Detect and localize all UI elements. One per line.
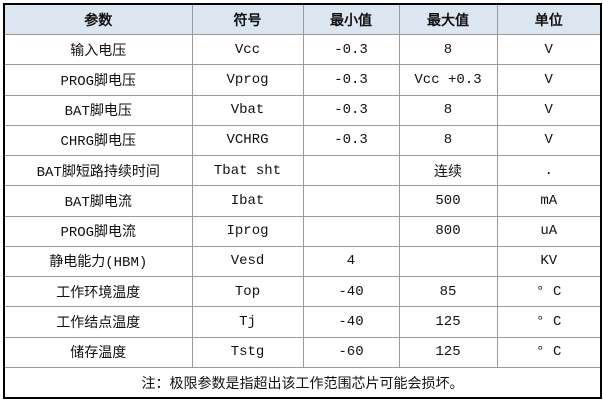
cell-symbol: Vprog [191,64,304,96]
cell-min: -0.3 [302,94,400,126]
table-row: PROG脚电压 Vprog -0.3 Vcc +0.3 V [3,64,602,96]
cell-max: 8 [398,124,498,157]
table-row: BAT脚电压 Vbat -0.3 8 V [3,94,602,126]
header-row: 参数 符号 最小值 最大值 单位 [3,3,602,35]
header-unit: 单位 [496,3,602,35]
cell-max: 800 [398,215,498,247]
cell-min: -40 [302,276,400,308]
cell-unit: KV [496,245,602,278]
cell-min: -0.3 [302,124,400,157]
table-row: BAT脚电流 Ibat 500 mA [3,185,602,217]
cell-max: Vcc +0.3 [398,64,498,96]
table-row: PROG脚电流 Iprog 800 uA [3,215,602,247]
header-symbol: 符号 [191,3,304,35]
cell-unit: uA [496,215,602,247]
cell-max [398,245,498,278]
header-max: 最大值 [398,3,498,35]
cell-min [302,215,400,247]
table-row: CHRG脚电压 VCHRG -0.3 8 V [3,124,602,157]
cell-symbol: Tstg [191,336,304,369]
cell-parameter: BAT脚电流 [3,185,193,217]
cell-unit: V [496,33,602,66]
cell-max: 连续 [398,155,498,187]
cell-unit: V [496,64,602,96]
cell-symbol: Vcc [191,33,304,66]
cell-parameter: 输入电压 [3,33,193,66]
cell-min: -0.3 [302,33,400,66]
table-row: 工作结点温度 Tj -40 125 ° C [3,306,602,338]
cell-unit: . [496,155,602,187]
cell-min: 4 [302,245,400,278]
cell-max: 8 [398,94,498,126]
cell-parameter: 工作环境温度 [3,276,193,308]
cell-unit: V [496,124,602,157]
cell-max: 85 [398,276,498,308]
cell-max: 125 [398,306,498,338]
cell-parameter: BAT脚电压 [3,94,193,126]
table-row: 输入电压 Vcc -0.3 8 V [3,33,602,66]
cell-parameter: 储存温度 [3,336,193,369]
cell-symbol: Vesd [191,245,304,278]
table-row: 静电能力(HBM) Vesd 4 KV [3,245,602,278]
cell-unit: mA [496,185,602,217]
cell-symbol: Ibat [191,185,304,217]
note-row: 注：极限参数是指超出该工作范围芯片可能会损坏。 [3,367,602,399]
table-row: 工作环境温度 Top -40 85 ° C [3,276,602,308]
cell-min: -0.3 [302,64,400,96]
cell-min [302,185,400,217]
cell-parameter: BAT脚短路持续时间 [3,155,193,187]
cell-parameter: PROG脚电流 [3,215,193,247]
cell-unit: V [496,94,602,126]
cell-max: 125 [398,336,498,369]
cell-min: -40 [302,306,400,338]
header-min: 最小值 [302,3,400,35]
cell-max: 500 [398,185,498,217]
cell-unit: ° C [496,306,602,338]
table-row: 储存温度 Tstg -60 125 ° C [3,336,602,369]
header-parameter: 参数 [3,3,193,35]
cell-unit: ° C [496,336,602,369]
note-text: 注：极限参数是指超出该工作范围芯片可能会损坏。 [3,367,602,399]
cell-parameter: CHRG脚电压 [3,124,193,157]
cell-symbol: VCHRG [191,124,304,157]
cell-min [302,155,400,187]
cell-min: -60 [302,336,400,369]
cell-symbol: Tj [191,306,304,338]
cell-symbol: Top [191,276,304,308]
cell-parameter: 静电能力(HBM) [3,245,193,278]
cell-parameter: 工作结点温度 [3,306,193,338]
cell-unit: ° C [496,276,602,308]
table-row: BAT脚短路持续时间 Tbat sht 连续. [3,155,602,187]
cell-symbol: Iprog [191,215,304,247]
absolute-max-ratings-table: 参数 符号 最小值 最大值 单位 输入电压 Vcc -0.3 8 V PROG脚电压 Vprog -0… [3,3,602,399]
cell-symbol: Vbat [191,94,304,126]
cell-parameter: PROG脚电压 [3,64,193,96]
cell-max: 8 [398,33,498,66]
cell-symbol: Tbat sht [191,155,304,187]
